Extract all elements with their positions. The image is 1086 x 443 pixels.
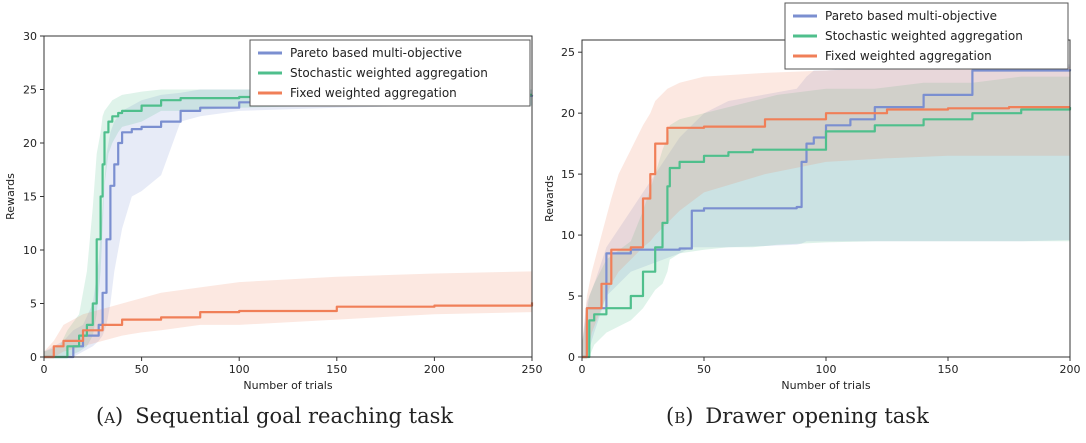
y-tick-label: 0 [568, 351, 575, 364]
y-tick-label: 15 [23, 191, 37, 204]
x-tick-label: 100 [229, 363, 250, 376]
band-pareto-based-multi-objective [44, 89, 532, 357]
x-tick-label: 200 [1060, 363, 1081, 376]
x-axis-label: Number of trials [781, 379, 870, 392]
x-tick-label: 0 [41, 363, 48, 376]
legend-label: Stochastic weighted aggregation [290, 66, 488, 80]
x-tick-label: 150 [938, 363, 959, 376]
x-tick-label: 250 [522, 363, 543, 376]
line-stochastic-weighted-aggregation [582, 107, 1072, 359]
y-tick-label: 20 [561, 107, 575, 120]
y-axis-label: Rewards [543, 175, 556, 222]
y-tick-label: 5 [568, 290, 575, 303]
band-fixed-weighted-aggregation [582, 66, 1070, 358]
y-tick-label: 20 [23, 137, 37, 150]
y-tick-label: 5 [30, 298, 37, 311]
x-tick-label: 0 [579, 363, 586, 376]
x-tick-label: 150 [326, 363, 347, 376]
y-tick-label: 25 [561, 46, 575, 59]
legend-label: Pareto based multi-objective [290, 46, 462, 60]
line-fixed-weighted-aggregation [582, 106, 1070, 359]
legend-label: Stochastic weighted aggregation [825, 29, 1023, 43]
y-tick-label: 30 [23, 30, 37, 43]
legend: Pareto based multi-objective Stochastic w… [784, 2, 1069, 70]
legend-label: Fixed weighted aggregation [290, 86, 457, 100]
y-tick-label: 10 [23, 244, 37, 257]
band-stochastic-weighted-aggregation [582, 76, 1070, 357]
line-stochastic-weighted-aggregation [44, 93, 532, 359]
band-fixed-weighted-aggregation [44, 271, 532, 357]
x-axis-label: Number of trials [243, 379, 332, 392]
line-pareto-based-multi-objective [582, 69, 1072, 359]
caption-a-text: Sequential goal reaching task [135, 404, 454, 428]
line-fixed-weighted-aggregation [44, 302, 534, 359]
x-tick-label: 50 [697, 363, 711, 376]
y-axis-label: Rewards [4, 173, 17, 220]
chart-drawer-opening: 0 50 100 150 200 0 5 10 15 20 25 Number of trials Re… [543, 2, 1081, 392]
band-pareto-based-multi-objective [582, 64, 1070, 358]
x-tick-label: 50 [135, 363, 149, 376]
caption-a-tag: (a) [96, 404, 124, 428]
caption-b-tag: (b) [666, 404, 694, 428]
legend: Pareto based multi-objective Stochastic w… [249, 39, 531, 107]
x-tick-label: 200 [424, 363, 445, 376]
x-tick-label: 100 [816, 363, 837, 376]
caption-a: (a) Sequential goal reaching task [96, 404, 453, 428]
y-tick-label: 15 [561, 168, 575, 181]
y-tick-label: 25 [23, 84, 37, 97]
legend-label: Fixed weighted aggregation [825, 49, 992, 63]
chart-sequential-goal-reaching: 0 50 100 150 200 250 0 5 10 15 20 25 30 Number of tri… [4, 30, 543, 392]
caption-b: (b) Drawer opening task [666, 404, 929, 428]
line-pareto-based-multi-objective [44, 94, 534, 359]
y-tick-label: 10 [561, 229, 575, 242]
legend-box [249, 39, 531, 107]
y-tick-label: 0 [30, 351, 37, 364]
caption-b-text: Drawer opening task [705, 404, 929, 428]
legend-box [784, 2, 1069, 70]
legend-label: Pareto based multi-objective [825, 9, 997, 23]
